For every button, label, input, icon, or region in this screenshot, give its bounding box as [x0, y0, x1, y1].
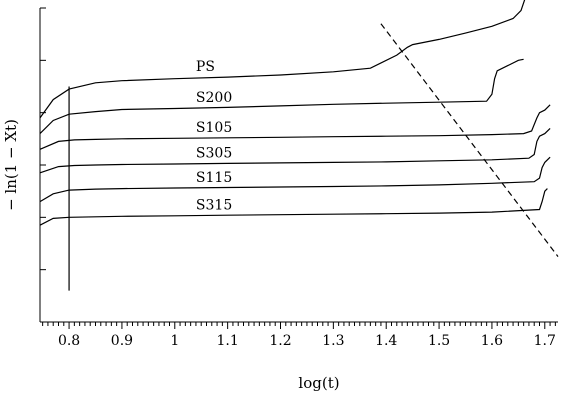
axis-ticks: 0.8 0.9 1 1.1 1.2 1.3 1.4 1.5 1.6 1.7: [40, 7, 556, 349]
series-group: [39, 0, 551, 226]
series-label-s305: S305: [196, 145, 232, 161]
series-label-s315: S315: [196, 198, 232, 214]
series-labels: PS S200 S105 S305 S115 S315: [196, 59, 232, 214]
x-tick-label: 1.1: [217, 333, 239, 349]
x-tick-label: 1.4: [375, 333, 397, 349]
y-axis-label: − ln(1 − Xt): [2, 119, 20, 211]
series-label-s105: S105: [196, 120, 232, 136]
x-axis-label: log(t): [298, 374, 339, 392]
series-line-s315: [39, 188, 548, 226]
x-tick-label: 1: [170, 333, 179, 349]
x-tick-label: 1.2: [269, 333, 291, 349]
x-tick-label: 1.6: [481, 333, 503, 349]
series-label-s200: S200: [196, 90, 232, 106]
dashed-trend-line: [380, 23, 559, 257]
series-line-ps: [39, 0, 526, 119]
x-tick-label: 1.7: [534, 333, 556, 349]
series-line-s305: [39, 127, 551, 174]
x-tick-label: 1.5: [428, 333, 450, 349]
series-line-s115: [39, 156, 551, 203]
series-line-s105: [39, 104, 551, 150]
x-tick-label: 1.3: [322, 333, 344, 349]
series-line-s200: [39, 58, 524, 135]
series-label-s115: S115: [196, 170, 232, 186]
x-tick-label: 0.9: [111, 333, 133, 349]
annotations: [68, 23, 559, 291]
series-label-ps: PS: [196, 59, 215, 75]
x-tick-label: 0.8: [58, 333, 80, 349]
